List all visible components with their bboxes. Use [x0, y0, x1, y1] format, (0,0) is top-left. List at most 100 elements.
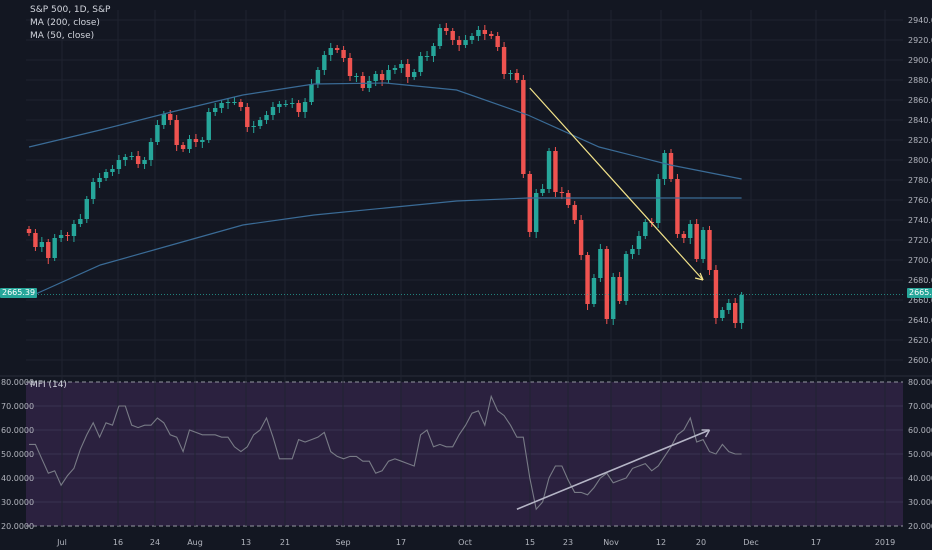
candle-body: [257, 120, 263, 126]
candle-body: [405, 64, 410, 77]
mfi-axis-tick-label-left: 30.0000: [1, 498, 34, 507]
candle-body: [617, 277, 622, 301]
candle-body: [302, 102, 308, 112]
candle-body: [283, 104, 288, 105]
candle-body: [444, 28, 449, 31]
candle-body: [643, 222, 648, 236]
candle-body: [296, 103, 301, 112]
mfi-trend-arrowhead: [701, 429, 711, 438]
candle-body: [585, 255, 590, 304]
candle-body: [604, 249, 609, 319]
candle-body: [277, 104, 282, 107]
candle-body: [675, 179, 680, 234]
candle-body: [591, 278, 597, 304]
candle-body: [598, 249, 603, 278]
mfi-trend-line: [516, 429, 710, 510]
price-axis-tick-label: 2780.00: [908, 176, 932, 185]
candle-body: [46, 242, 51, 258]
mfi-indicator-label[interactable]: MFI (14): [30, 380, 67, 390]
candle-body: [392, 68, 398, 70]
candle-body: [546, 151, 552, 189]
candle-body: [707, 230, 712, 270]
mfi-axis-tick-label-left: 80.0000: [1, 378, 34, 387]
mfi-axis-tick-label: 50.0000: [908, 450, 932, 459]
time-axis-tick-label: 12: [656, 538, 666, 547]
chart-legend: S&P 500, 1D, S&P MA (200, close) MA (50,…: [30, 4, 110, 43]
candle-body: [418, 56, 423, 72]
price-axis-tick-label: 2800.00: [908, 156, 932, 165]
time-axis-tick-label: 17: [396, 538, 406, 547]
price-axis-tick-label: 2940.00: [908, 16, 932, 25]
candle-body: [611, 277, 616, 319]
ma50-line: [28, 82, 742, 180]
candle-body: [572, 205, 577, 220]
time-axis-tick-label: 16: [113, 538, 123, 547]
candle-body: [148, 142, 154, 160]
candle-body: [662, 153, 667, 179]
mfi-axis-tick-label: 70.0000: [908, 402, 932, 411]
candle-body: [238, 102, 244, 107]
price-axis-tick-label: 2880.00: [908, 76, 932, 85]
candle-body: [533, 193, 539, 232]
price-trend-line: [529, 87, 704, 281]
candle-body: [412, 72, 417, 77]
ma200-line: [28, 197, 742, 298]
candle-body: [469, 36, 475, 40]
candle-body: [135, 156, 141, 164]
candles: [26, 23, 744, 329]
candle-body: [155, 125, 160, 142]
ma50-legend-label[interactable]: MA (50, close): [30, 31, 95, 41]
candle-body: [103, 172, 109, 178]
candle-body: [482, 30, 488, 34]
candle-body: [322, 55, 327, 70]
candle-body: [566, 193, 571, 205]
price-axis-tick-label: 2600.00: [908, 356, 932, 365]
time-axis-tick-label: 24: [150, 538, 160, 547]
price-axis-tick-label: 2640.00: [908, 316, 932, 325]
chart-title[interactable]: S&P 500, 1D, S&P: [30, 5, 111, 15]
candle-body: [553, 151, 558, 192]
last-price-tag-right: 2665.39: [907, 288, 932, 298]
candle-body: [668, 153, 674, 179]
price-axis-tick-label: 2920.00: [908, 36, 932, 45]
candle-body: [116, 160, 122, 169]
candle-body: [206, 112, 211, 140]
candle-body: [270, 107, 276, 115]
candle-body: [623, 254, 629, 301]
time-axis-tick-label: Oct: [458, 538, 472, 547]
ma200-legend-label[interactable]: MA (200, close): [30, 18, 100, 28]
candle-body: [527, 174, 532, 232]
candle-body: [489, 34, 494, 36]
candle-body: [71, 224, 77, 236]
candle-body: [347, 58, 353, 76]
candle-body: [52, 238, 57, 258]
candle-body: [84, 199, 89, 219]
candle-body: [373, 74, 378, 81]
mfi-axis-tick-label: 20.0000: [908, 522, 932, 531]
candle-body: [726, 303, 731, 310]
candle-body: [360, 76, 366, 88]
candle-body: [251, 126, 256, 127]
candle-body: [399, 64, 404, 68]
candle-body: [739, 295, 744, 323]
candle-body: [328, 48, 333, 55]
candle-body: [193, 139, 199, 142]
candle-body: [219, 103, 224, 108]
candle-body: [540, 189, 545, 193]
price-axis-tick-label: 2660.00: [908, 296, 932, 305]
candle-body: [456, 40, 462, 45]
time-axis-tick-label: Sep: [335, 538, 350, 547]
candle-body: [386, 70, 391, 80]
candle-body: [501, 47, 507, 74]
price-axis-tick-label: 2740.00: [908, 216, 932, 225]
price-axis-tick-label: 2820.00: [908, 136, 932, 145]
candle-body: [187, 139, 192, 149]
candle-body: [39, 242, 45, 247]
time-axis-tick-label: 21: [280, 538, 290, 547]
time-axis-tick-label: 20: [696, 538, 706, 547]
candle-body: [681, 234, 687, 238]
candle-body: [733, 303, 738, 323]
time-axis-tick-label: Nov: [603, 538, 619, 547]
candle-body: [495, 36, 500, 47]
